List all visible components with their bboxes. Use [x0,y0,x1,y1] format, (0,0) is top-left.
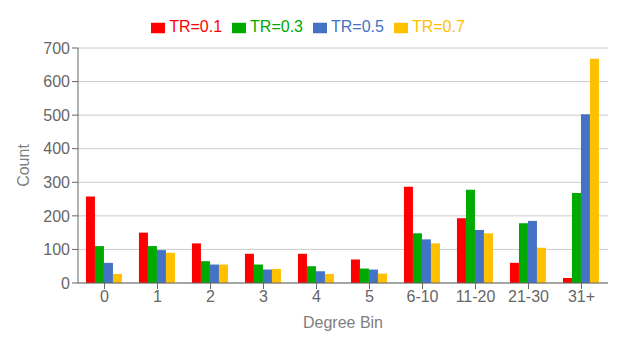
html-text:TR=0.5: TR=0.5 [331,18,384,35]
svg-text:21-30: 21-30 [508,288,549,305]
svg-text:3: 3 [259,288,268,305]
svg-text:200: 200 [43,208,70,225]
svg-text:11-20: 11-20 [456,288,496,305]
html-text:TR=0.7: TR=0.7 [411,18,465,35]
svg-text:31+: 31+ [568,288,595,305]
svg-text:500: 500 [43,107,70,124]
svg-text:400: 400 [43,140,70,157]
svg-text:1: 1 [153,288,162,305]
svg-text:2: 2 [206,288,215,305]
svg-text:100: 100 [43,241,70,258]
svg-text:0: 0 [61,275,70,292]
html-text:TR=0.1: TR=0.1 [169,18,223,35]
svg-text:6-10: 6-10 [406,288,438,305]
svg-text:0: 0 [100,288,109,305]
html-text:TR=0.3: TR=0.3 [250,18,303,35]
svg-text:700: 700 [43,40,70,57]
svg-text:Count: Count [15,144,32,187]
svg-text:300: 300 [43,174,70,191]
svg-text:600: 600 [43,73,70,90]
svg-text:Degree Bin: Degree Bin [303,314,383,331]
svg-text:4: 4 [312,288,321,305]
svg-text:5: 5 [365,288,374,305]
